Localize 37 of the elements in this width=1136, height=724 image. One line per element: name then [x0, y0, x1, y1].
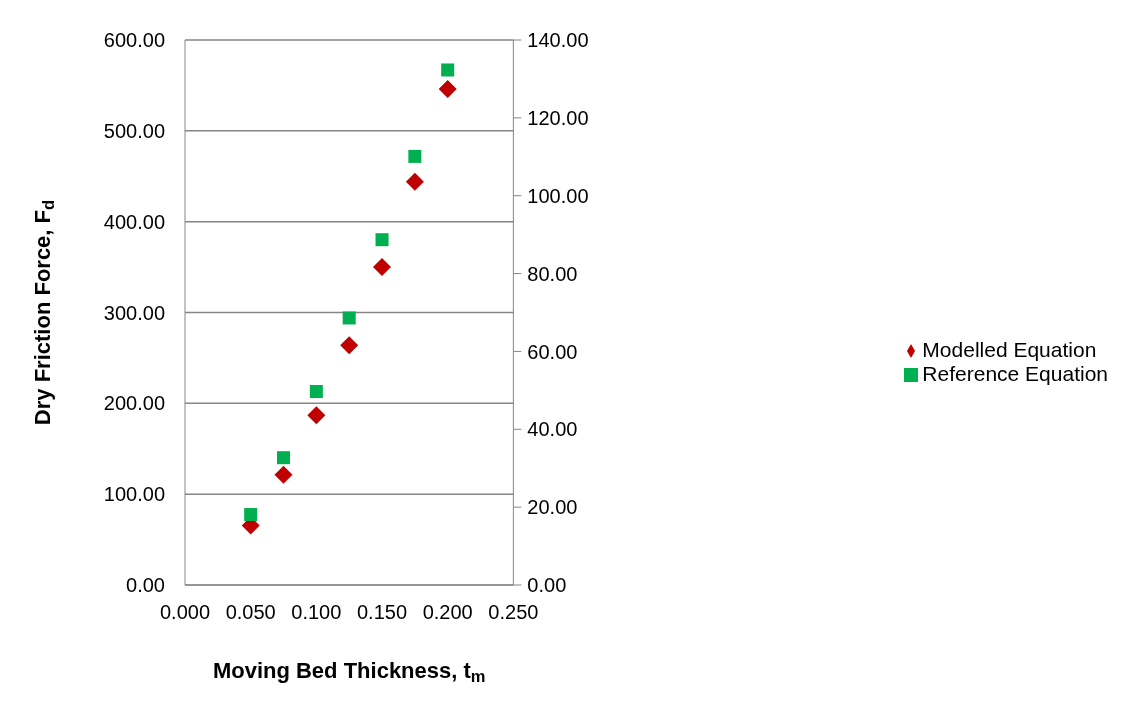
- x-tick-label: 0.050: [225, 601, 276, 624]
- y-tick-label: 0.00: [126, 574, 165, 597]
- x-tick-label: 0.100: [291, 601, 342, 624]
- point: [307, 406, 326, 425]
- y2-tick-label: 140.00: [527, 29, 589, 52]
- x-axis-title: Moving Bed Thickness, t$_{m}$: [212, 658, 486, 686]
- legend-label: Reference Equation: [922, 362, 1108, 385]
- y2-tick-label: 60.00: [527, 340, 578, 363]
- y-tick-label: 600.00: [103, 29, 165, 52]
- y-tick-label: 100.00: [103, 483, 165, 506]
- y2-tick-label: 120.00: [527, 106, 589, 129]
- point: [274, 465, 293, 484]
- x-tick-label: 0.000: [159, 601, 211, 624]
- point: [244, 508, 258, 522]
- point: [277, 451, 291, 465]
- y-tick-label: 300.00: [103, 301, 165, 324]
- x-tick-label: 0.200: [422, 601, 473, 624]
- y-tick-label: 500.00: [103, 119, 165, 142]
- point: [438, 80, 457, 99]
- y2-tick-label: 80.00: [527, 262, 578, 285]
- point: [408, 149, 422, 163]
- y2-tick-label: 40.00: [527, 418, 578, 441]
- y2-tick-label: 20.00: [527, 496, 578, 519]
- point: [342, 311, 356, 325]
- point: [340, 336, 359, 355]
- point: [375, 233, 389, 247]
- point: [373, 258, 392, 277]
- point: [309, 385, 323, 399]
- x-tick-label: 0.250: [488, 601, 539, 624]
- y-tick-label: 400.00: [103, 210, 165, 233]
- point: [405, 172, 424, 191]
- y2-tick-label: 0.00: [527, 574, 567, 597]
- y2-tick-label: 100.00: [527, 184, 589, 207]
- y-tick-label: 200.00: [103, 392, 165, 415]
- point: [441, 63, 455, 77]
- x-tick-label: 0.150: [356, 601, 408, 624]
- legend-label: Modelled Equation: [922, 338, 1097, 361]
